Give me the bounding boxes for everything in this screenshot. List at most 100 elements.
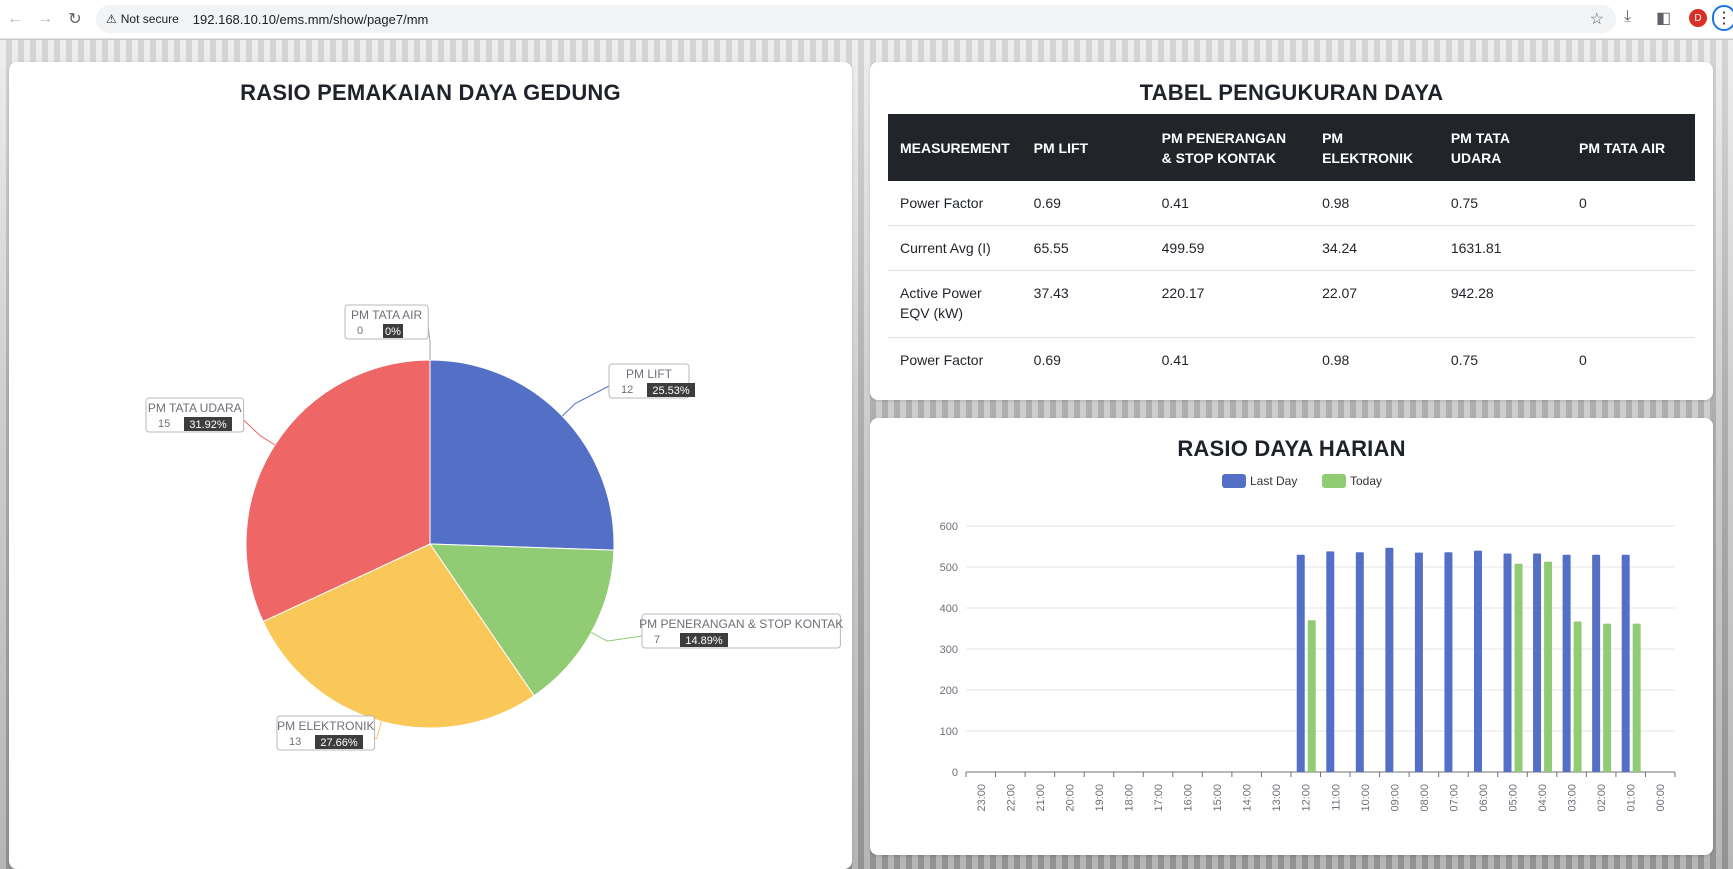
chart-legend: Last Day Today bbox=[1222, 474, 1382, 488]
url-text[interactable]: 192.168.10.10/ems.mm/show/page7/mm bbox=[192, 11, 429, 27]
security-indicator[interactable]: ⚠ Not secure bbox=[106, 12, 187, 26]
bookmark-star-icon[interactable]: ☆ bbox=[1589, 11, 1604, 28]
pie-leader-line bbox=[591, 631, 643, 642]
pie-percent-badge bbox=[184, 417, 232, 431]
back-arrow-icon[interactable]: ← bbox=[7, 10, 23, 27]
side-panel-icon[interactable]: ◧ bbox=[1656, 10, 1672, 27]
column-header: PM ELEKTRONIK bbox=[1310, 114, 1439, 181]
table-cell: 0.41 bbox=[1161, 352, 1189, 368]
pie-percent-badge bbox=[315, 735, 363, 749]
x-tick-label: 06:00 bbox=[1478, 784, 1490, 812]
table-cell: 1631.81 bbox=[1438, 225, 1568, 271]
bar bbox=[1385, 547, 1394, 772]
pie-slice bbox=[262, 543, 535, 729]
pie-percent-badge bbox=[647, 383, 695, 397]
column-header: PM PENERANGAN & STOP KONTAK bbox=[1149, 114, 1311, 181]
reload-icon[interactable]: ↻ bbox=[68, 11, 82, 28]
legend-label: Last Day bbox=[1250, 474, 1297, 488]
table-cell: 22.07 bbox=[1310, 270, 1439, 338]
y-tick-label: 600 bbox=[940, 521, 958, 533]
bar bbox=[1503, 553, 1512, 772]
bar bbox=[1307, 620, 1316, 772]
pie-label-name: PM LIFT bbox=[626, 367, 673, 381]
pie-label: PM ELEKTRONIK 13 27.66% bbox=[276, 715, 376, 751]
pie-percent-badge bbox=[383, 324, 403, 338]
bar bbox=[1296, 554, 1305, 772]
bar bbox=[1632, 623, 1641, 772]
column-header: PM TATA AIR bbox=[1567, 114, 1695, 181]
x-tick-label: 10:00 bbox=[1360, 784, 1372, 812]
bar bbox=[1573, 621, 1582, 772]
pie-leader-line bbox=[243, 419, 276, 446]
pie-chart: PM LIFT 12 25.53% PM PENERANGAN & STOP KONT… bbox=[145, 304, 843, 751]
table-cell: 499.59 bbox=[1149, 225, 1311, 271]
bar bbox=[1562, 554, 1571, 772]
bar bbox=[1544, 561, 1553, 772]
pie-slice bbox=[429, 359, 615, 551]
table-cell: 0 bbox=[1579, 352, 1587, 368]
bar bbox=[1592, 554, 1601, 772]
pie-label-value: 15 bbox=[158, 418, 170, 430]
pie-label-value: 7 bbox=[654, 634, 660, 646]
x-tick-label: 03:00 bbox=[1567, 784, 1579, 812]
x-tick-label: 00:00 bbox=[1655, 784, 1667, 812]
column-header: PM LIFT bbox=[1021, 114, 1150, 181]
table-cell: Power Factor bbox=[888, 181, 1022, 226]
address-bar[interactable]: ⚠ Not secure 192.168.10.10/ems.mm/show/p… bbox=[96, 5, 1616, 33]
table-row: Active Power EQV (kW) 37.43 220.17 22.07… bbox=[888, 270, 1695, 338]
table-cell: 0.98 bbox=[1310, 181, 1439, 226]
pie-label-name: PM PENERANGAN & STOP KONTAK bbox=[639, 617, 843, 631]
pie-label-name: PM TATA AIR bbox=[351, 308, 422, 322]
pie-label: PM PENERANGAN & STOP KONTAK 7 14.89% bbox=[639, 613, 843, 649]
legend-swatch bbox=[1322, 474, 1346, 488]
browser-menu-icon[interactable]: ⋮ bbox=[1712, 5, 1733, 31]
browser-toolbar: ← → ↻ ⚠ Not secure 192.168.10.10/ems.mm/… bbox=[0, 0, 1733, 39]
forward-arrow-icon[interactable]: → bbox=[37, 10, 53, 27]
table-cell: 37.43 bbox=[1021, 270, 1150, 338]
bar-chart: Last Day Today 0 100 200 300 400 500 600 23:00 22:… bbox=[940, 474, 1676, 812]
pie-label: PM TATA AIR 0 0% bbox=[344, 304, 429, 340]
x-tick-label: 12:00 bbox=[1301, 784, 1313, 812]
x-tick-label: 14:00 bbox=[1242, 784, 1254, 812]
pie-label-percent: 31.92% bbox=[189, 419, 227, 431]
column-header: MEASUREMENT bbox=[888, 114, 1022, 181]
pie-slice bbox=[429, 543, 615, 697]
pie-label-name: PM ELEKTRONIK bbox=[277, 719, 374, 733]
y-tick-label: 200 bbox=[940, 685, 958, 697]
x-tick-label: 19:00 bbox=[1094, 784, 1106, 812]
table-title: TABEL PENGUKURAN DAYA bbox=[1139, 80, 1444, 105]
bar-chart-card: RASIO DAYA HARIAN Last Day Today 0 100 200 30… bbox=[870, 418, 1713, 855]
x-tick-label: 13:00 bbox=[1271, 784, 1283, 812]
bar bbox=[1444, 552, 1453, 772]
x-tick-label: 20:00 bbox=[1064, 784, 1076, 812]
table-row: Power Factor 0.69 0.41 0.98 0.75 0 bbox=[888, 181, 1695, 226]
table-cell: Power Factor bbox=[900, 352, 984, 368]
x-tick-label: 21:00 bbox=[1035, 784, 1047, 812]
table-cell: 0.69 bbox=[1033, 352, 1061, 368]
y-tick-label: 0 bbox=[952, 767, 958, 779]
y-tick-label: 400 bbox=[940, 603, 958, 615]
table-cell: 34.24 bbox=[1310, 225, 1439, 271]
bar bbox=[1603, 623, 1612, 772]
x-tick-label: 22:00 bbox=[1005, 784, 1017, 812]
y-tick-label: 500 bbox=[940, 562, 958, 574]
column-header: PM TATA UDARA bbox=[1438, 114, 1568, 181]
table-cell: 0.75 bbox=[1438, 181, 1568, 226]
pie-leader-line bbox=[427, 326, 431, 360]
x-tick-label: 18:00 bbox=[1123, 784, 1135, 812]
warning-icon: ⚠ bbox=[106, 12, 117, 26]
x-tick-label: 07:00 bbox=[1448, 784, 1460, 812]
table-cell bbox=[1567, 270, 1695, 338]
profile-avatar[interactable]: D bbox=[1689, 9, 1707, 27]
security-label: Not secure bbox=[120, 12, 179, 26]
table-cell: 220.17 bbox=[1149, 270, 1311, 338]
x-tick-label: 05:00 bbox=[1508, 784, 1520, 812]
table-row: Power Factor 0.69 0.41 0.98 0.75 0 bbox=[888, 338, 1695, 383]
download-icon[interactable]: ⤓ bbox=[1624, 8, 1632, 25]
table-cell: 65.55 bbox=[1021, 225, 1150, 271]
measurement-table: MEASUREMENT PM LIFT PM PENERANGAN & STOP… bbox=[888, 114, 1695, 382]
bar bbox=[1326, 551, 1335, 772]
table-cell: 942.28 bbox=[1438, 270, 1568, 338]
pie-label-percent: 25.53% bbox=[652, 385, 690, 397]
bar bbox=[1621, 554, 1630, 772]
